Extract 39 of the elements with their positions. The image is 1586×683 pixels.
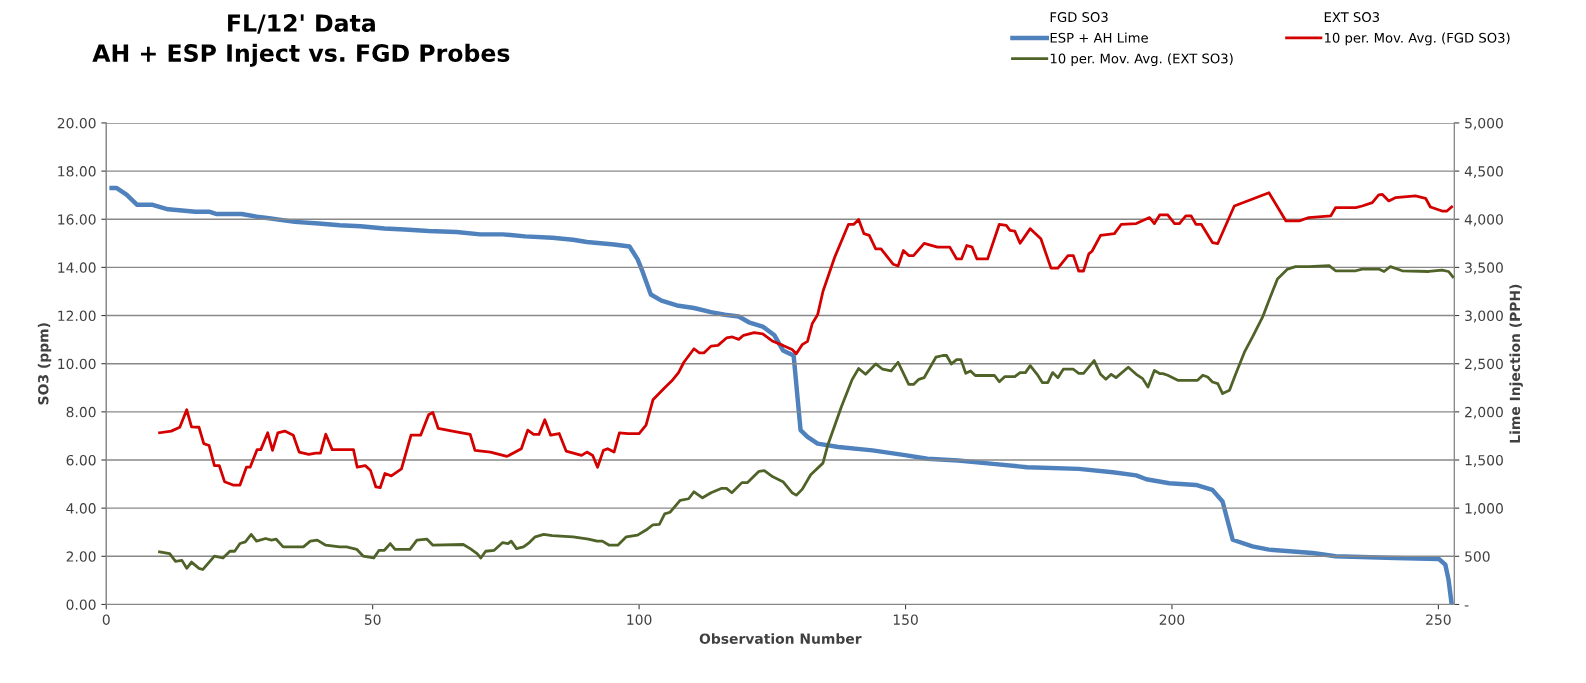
y-axis-title: SO3 (ppm) — [37, 323, 52, 405]
x-tick-label: 200 — [1159, 614, 1185, 625]
chart-title: FL/12' Data AH + ESP Inject vs. FGD Probes — [92, 14, 510, 67]
y2-tick-label: - — [1464, 605, 1469, 607]
legend-label: ESP + AH Lime — [1050, 32, 1148, 43]
y2-tick-label: 4,000 — [1464, 214, 1503, 227]
y-tick-label: 10.00 — [58, 358, 96, 370]
y-tick-label: 6.00 — [66, 454, 96, 466]
y2-tick-label: 2,000 — [1465, 406, 1503, 419]
y2-tick-label: 500 — [1465, 551, 1490, 562]
y-tick-label: 16.00 — [58, 214, 96, 225]
y2-tick-label: 3,000 — [1465, 310, 1503, 323]
text: FGD SO3 — [1050, 12, 1108, 23]
x-tick-label: 50 — [364, 614, 381, 625]
y2-tick-label: 3,500 — [1465, 262, 1503, 275]
x-tick-label: 150 — [893, 614, 918, 625]
y-tick-label: 18.00 — [58, 166, 96, 177]
y-tick-label: 20.00 — [57, 117, 96, 129]
x-tick-label: 0 — [102, 614, 110, 625]
y2-tick-label: 1,500 — [1465, 454, 1503, 467]
legend-label: 10 per. Mov. Avg. (FGD SO3) — [1324, 32, 1510, 46]
y2-tick-label: 5,000 — [1465, 117, 1503, 130]
legend-label: 10 per. Mov. Avg. (EXT SO3) — [1050, 53, 1233, 67]
x-tick-label: 100 — [627, 614, 652, 625]
y2-tick-label: 2,500 — [1465, 358, 1503, 371]
y-tick-label: 8.00 — [66, 406, 96, 418]
x-tick-label: 250 — [1426, 614, 1451, 625]
y-tick-label: 2.00 — [66, 551, 96, 562]
y-tick-label: 4.00 — [66, 503, 96, 514]
y2-tick-label: 4,500 — [1464, 166, 1503, 178]
x-axis-title: Observation Number — [699, 633, 862, 644]
y2-tick-label: 1,000 — [1465, 503, 1503, 516]
y-tick-label: 14.00 — [58, 262, 96, 273]
text: EXT SO3 — [1324, 12, 1380, 23]
y-tick-label: 12.00 — [58, 310, 96, 322]
y2-axis-title: Lime Injection (PPH) — [1509, 284, 1523, 443]
line-series — [158, 191, 1454, 490]
line-series — [158, 264, 1455, 571]
y-tick-label: 0.00 — [66, 599, 96, 610]
